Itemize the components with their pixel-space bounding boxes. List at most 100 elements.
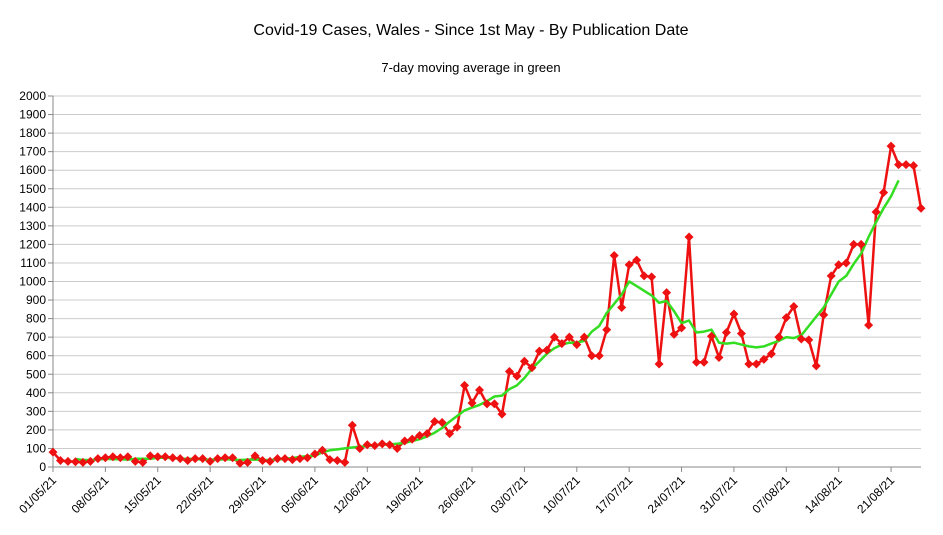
daily-cases-point [243, 457, 253, 467]
daily-cases-point [198, 454, 208, 464]
daily-cases-point [864, 320, 874, 330]
daily-cases-point [220, 453, 230, 463]
daily-cases-point [63, 456, 73, 466]
y-tick-label: 1100 [20, 256, 46, 270]
daily-cases-point [422, 429, 432, 439]
chart-title: Covid-19 Cases, Wales - Since 1st May - … [253, 22, 688, 39]
x-tick-label: 01/05/21 [16, 473, 59, 516]
y-tick-label: 300 [26, 404, 46, 418]
daily-cases-point [624, 260, 634, 270]
y-tick-label: 1500 [19, 182, 46, 196]
daily-cases-point [849, 239, 859, 249]
daily-cases-point [497, 409, 507, 419]
y-tick-label: 400 [26, 386, 46, 400]
daily-cases-point [826, 271, 836, 281]
daily-cases-point [527, 363, 537, 373]
daily-cases-point [609, 251, 619, 261]
daily-cases-point [901, 160, 911, 170]
daily-cases-point [721, 328, 731, 338]
daily-cases-point [78, 457, 88, 467]
daily-cases-point [265, 456, 275, 466]
y-tick-label: 200 [26, 423, 46, 437]
daily-cases-point [684, 232, 694, 242]
y-tick-label: 900 [26, 293, 46, 307]
daily-cases-point [115, 453, 125, 463]
daily-cases-point [407, 434, 417, 444]
daily-cases-point [886, 141, 896, 151]
daily-cases-point [819, 310, 829, 320]
daily-cases-point [751, 359, 761, 369]
x-tick-label: 08/05/21 [69, 473, 112, 516]
daily-cases-point [916, 203, 926, 213]
daily-cases-point [594, 351, 604, 361]
daily-cases-point [70, 457, 80, 467]
y-tick-label: 1800 [19, 126, 46, 140]
x-tick-label: 29/05/21 [226, 473, 269, 516]
daily-cases-point [340, 457, 350, 467]
daily-cases-point [385, 440, 395, 450]
daily-cases-point [482, 399, 492, 409]
y-tick-label: 500 [26, 367, 46, 381]
daily-cases-point [774, 332, 784, 342]
x-tick-label: 03/07/21 [488, 473, 531, 516]
daily-cases-point [632, 255, 642, 265]
daily-cases-point [744, 359, 754, 369]
x-axis-tick-labels: 01/05/21 08/05/21 15/05/21 22/05/21 29/05/21… [16, 473, 897, 516]
daily-cases-point [370, 441, 380, 451]
daily-cases-point [280, 454, 290, 464]
y-tick-label: 1700 [19, 145, 46, 159]
daily-cases-point [400, 436, 410, 446]
daily-cases-point [183, 456, 193, 466]
daily-cases-point [467, 398, 477, 408]
data-series [48, 141, 926, 468]
daily-cases-point [100, 453, 110, 463]
daily-cases-point [602, 325, 612, 335]
daily-cases-point [295, 454, 305, 464]
daily-cases-point [160, 452, 170, 462]
daily-cases-point [766, 349, 776, 359]
daily-cases-point [325, 455, 335, 465]
daily-cases-point [48, 447, 58, 457]
daily-cases-point [579, 332, 589, 342]
x-tick-label: 07/08/21 [749, 473, 792, 516]
daily-cases-point [250, 451, 260, 461]
daily-cases-point [175, 454, 185, 464]
daily-cases-point [332, 456, 342, 466]
daily-cases-point [190, 454, 200, 464]
daily-cases-point [549, 332, 559, 342]
moving-average-line [75, 179, 900, 462]
daily-cases-point [572, 340, 582, 350]
y-tick-label: 1900 [19, 108, 46, 122]
axes [48, 95, 921, 472]
x-tick-label: 15/05/21 [121, 473, 164, 516]
daily-cases-point [512, 371, 522, 381]
y-tick-label: 800 [26, 312, 46, 326]
daily-cases-point [677, 323, 687, 333]
y-tick-label: 1200 [19, 237, 46, 251]
daily-cases-point [736, 328, 746, 338]
daily-cases-point [781, 313, 791, 323]
x-tick-label: 05/06/21 [278, 473, 321, 516]
daily-cases-point [430, 417, 440, 427]
daily-cases-point [138, 457, 148, 467]
daily-cases-point [879, 187, 889, 197]
daily-cases-point [871, 207, 881, 217]
daily-cases-point [714, 353, 724, 363]
daily-cases-point [617, 302, 627, 312]
daily-cases-point [759, 354, 769, 364]
daily-cases-point [542, 345, 552, 355]
daily-cases-point [796, 334, 806, 344]
daily-cases-point [557, 339, 567, 349]
daily-cases-point [564, 332, 574, 342]
daily-cases-point [662, 288, 672, 298]
daily-cases-point [534, 346, 544, 356]
daily-cases-line [52, 144, 923, 465]
y-tick-label: 1600 [19, 163, 46, 177]
daily-cases-point [669, 329, 679, 339]
daily-cases-point [789, 302, 799, 312]
daily-cases-point [93, 454, 103, 464]
daily-cases-point [235, 458, 245, 468]
x-tick-label: 12/06/21 [330, 473, 373, 516]
x-tick-label: 19/06/21 [383, 473, 426, 516]
daily-cases-point [804, 335, 814, 345]
